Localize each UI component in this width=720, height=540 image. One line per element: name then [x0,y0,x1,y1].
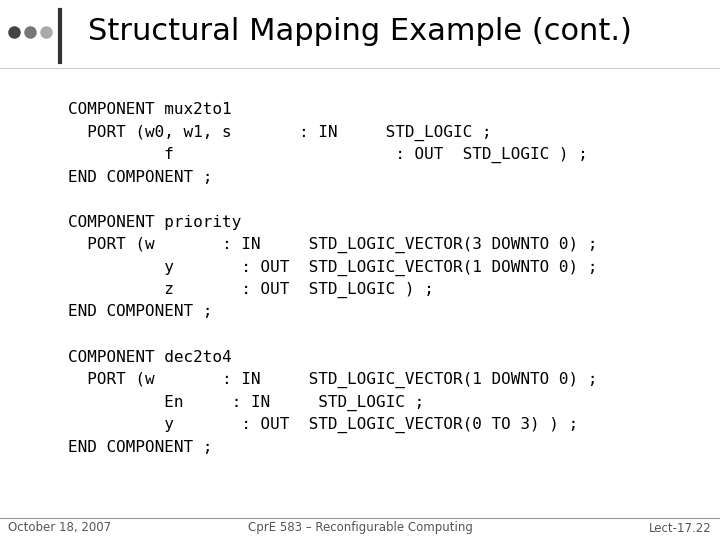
Text: z       : OUT  STD_LOGIC ) ;: z : OUT STD_LOGIC ) ; [68,282,433,298]
Text: f                       : OUT  STD_LOGIC ) ;: f : OUT STD_LOGIC ) ; [68,147,588,163]
Text: COMPONENT priority: COMPONENT priority [68,214,241,230]
Text: COMPONENT dec2to4: COMPONENT dec2to4 [68,349,232,364]
Text: PORT (w       : IN     STD_LOGIC_VECTOR(3 DOWNTO 0) ;: PORT (w : IN STD_LOGIC_VECTOR(3 DOWNTO 0… [68,237,598,253]
Text: PORT (w0, w1, s       : IN     STD_LOGIC ;: PORT (w0, w1, s : IN STD_LOGIC ; [68,125,492,141]
Text: October 18, 2007: October 18, 2007 [8,522,111,535]
Text: COMPONENT mux2to1: COMPONENT mux2to1 [68,102,232,117]
Text: Lect-17.22: Lect-17.22 [649,522,712,535]
Text: y       : OUT  STD_LOGIC_VECTOR(1 DOWNTO 0) ;: y : OUT STD_LOGIC_VECTOR(1 DOWNTO 0) ; [68,260,598,276]
Text: PORT (w       : IN     STD_LOGIC_VECTOR(1 DOWNTO 0) ;: PORT (w : IN STD_LOGIC_VECTOR(1 DOWNTO 0… [68,372,598,388]
Text: END COMPONENT ;: END COMPONENT ; [68,170,212,185]
Text: y       : OUT  STD_LOGIC_VECTOR(0 TO 3) ) ;: y : OUT STD_LOGIC_VECTOR(0 TO 3) ) ; [68,417,578,433]
Text: Structural Mapping Example (cont.): Structural Mapping Example (cont.) [88,17,632,46]
Text: END COMPONENT ;: END COMPONENT ; [68,440,212,455]
Text: END COMPONENT ;: END COMPONENT ; [68,305,212,320]
Text: En     : IN     STD_LOGIC ;: En : IN STD_LOGIC ; [68,395,424,411]
Text: CprE 583 – Reconfigurable Computing: CprE 583 – Reconfigurable Computing [248,522,472,535]
